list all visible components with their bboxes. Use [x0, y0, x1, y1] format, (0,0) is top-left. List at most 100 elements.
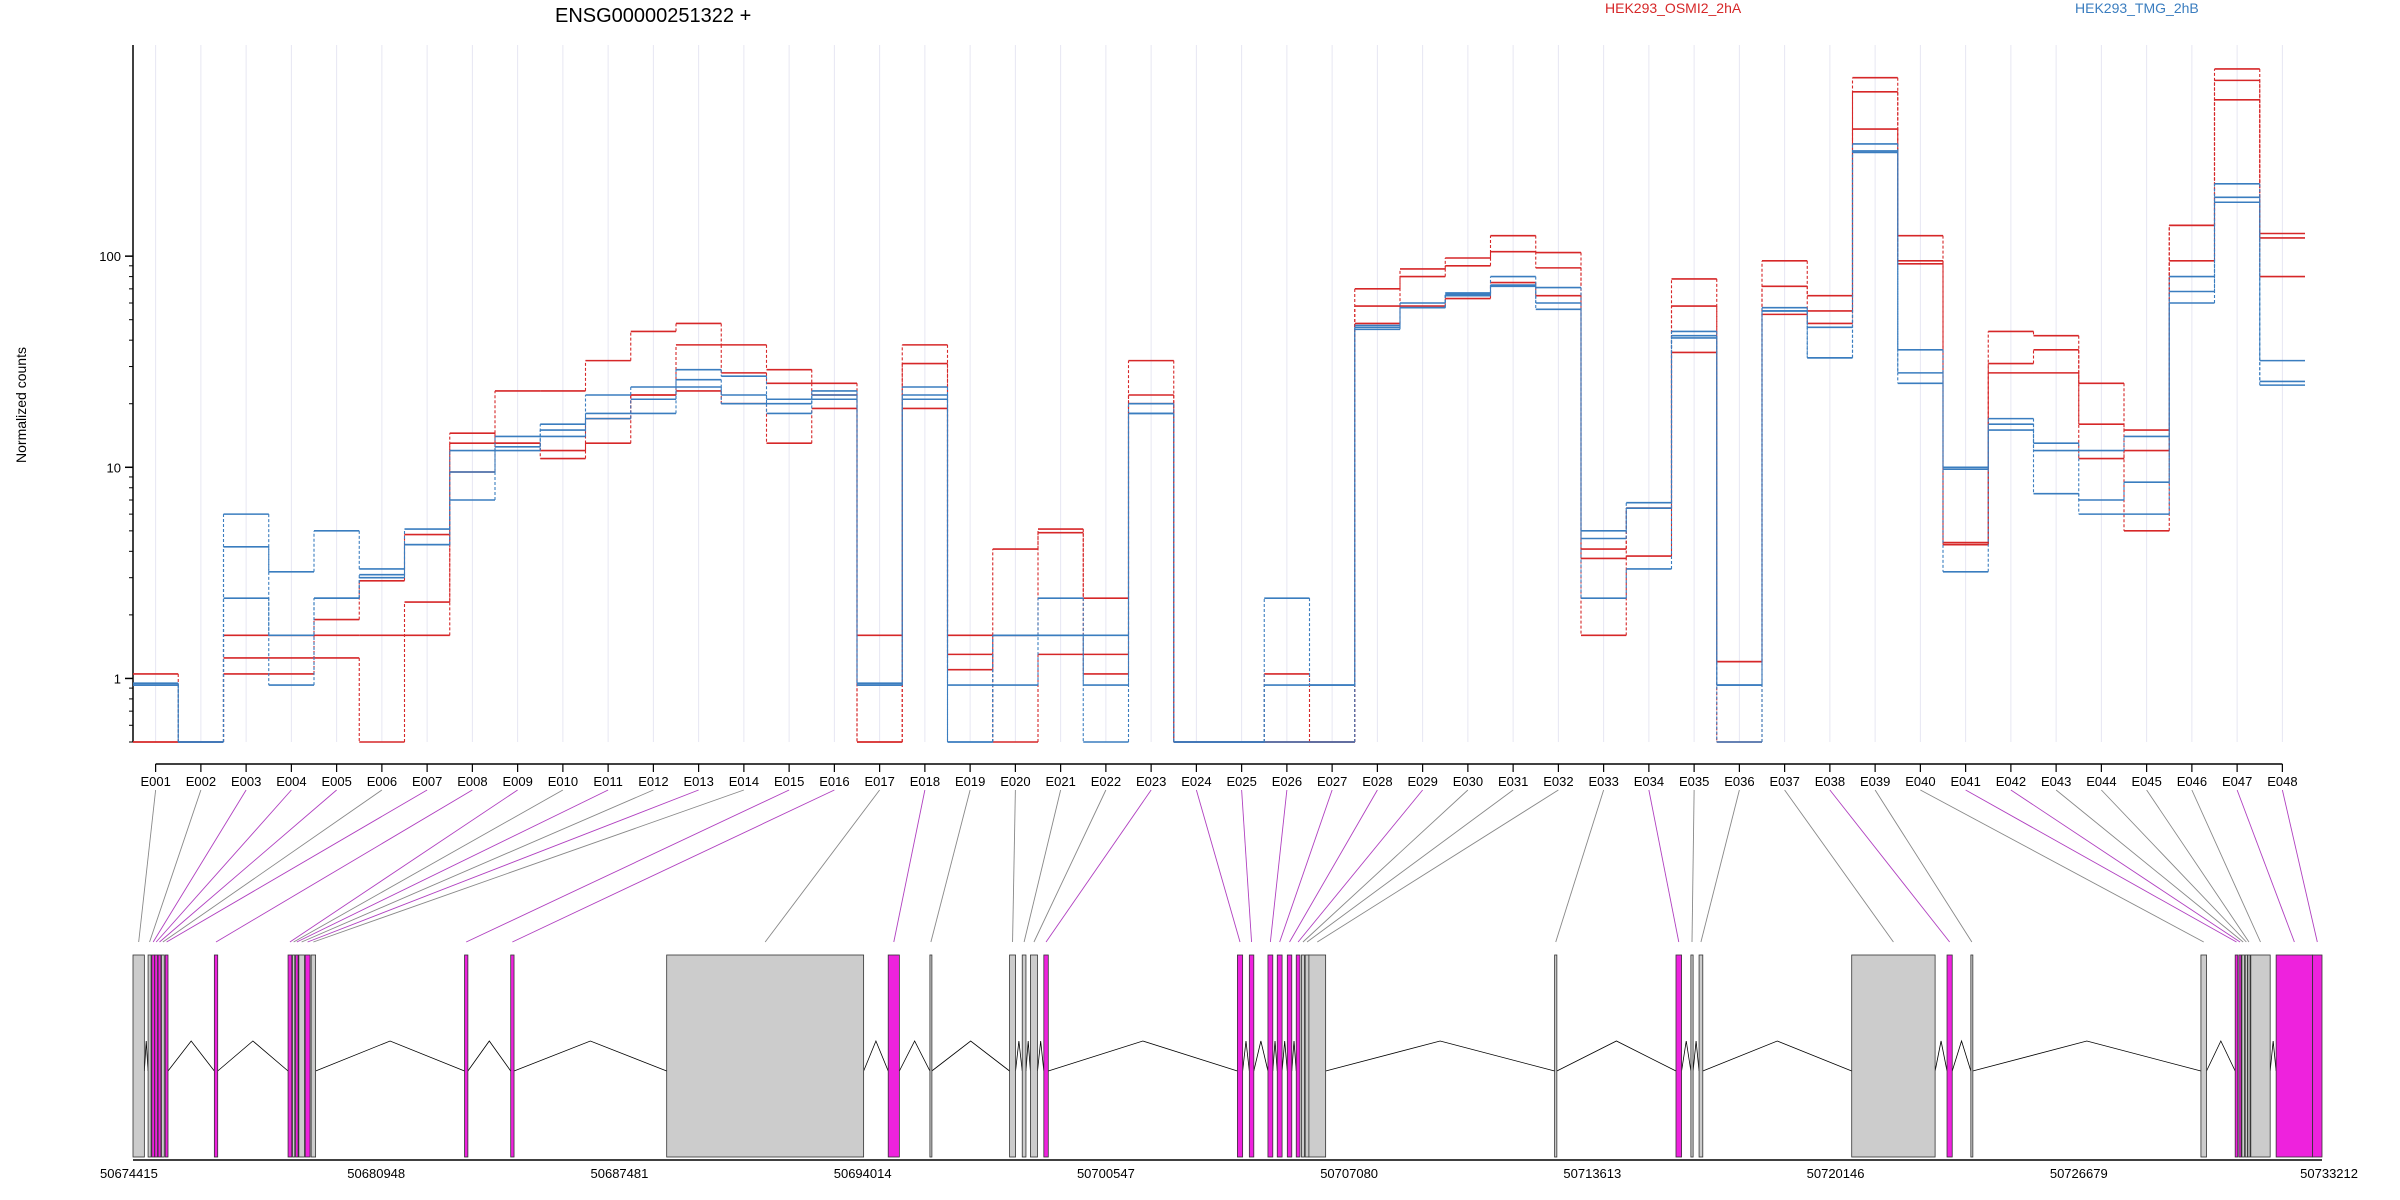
intron-line: [217, 1040, 289, 1072]
exon-box-e022: [1030, 954, 1038, 1158]
exon-box-e011: [295, 954, 299, 1158]
exon-box-e045: [2247, 954, 2251, 1158]
intron-line: [1681, 1040, 1692, 1072]
intron-line: [1291, 1040, 1297, 1072]
exon-box-e028: [1286, 954, 1293, 1158]
x-tick-label-e037: E037: [1769, 774, 1799, 789]
x-tick-label-e042: E042: [1996, 774, 2026, 789]
x-tick-label-e013: E013: [683, 774, 713, 789]
guide-line: [2146, 789, 2250, 943]
exon-box-e003: [151, 954, 155, 1158]
legend-item-tmg: HEK293_TMG_2hB: [2075, 0, 2199, 16]
guide-line: [296, 789, 609, 943]
legend-item-osmi2: HEK293_OSMI2_2hA: [1605, 0, 1742, 16]
y-axis-label: Normalized counts: [13, 347, 29, 463]
exon-box-e019: [929, 954, 933, 1158]
exon-box-e034: [1675, 954, 1682, 1158]
guide-line: [159, 789, 337, 943]
exon-box-e035: [1690, 954, 1694, 1158]
guide-line: [1195, 789, 1241, 943]
chart-title: ENSG00000251322 +: [555, 5, 751, 27]
genomic-tick-label: 50707080: [1320, 1166, 1378, 1181]
exon-box-e006: [161, 954, 165, 1158]
x-tick-label-e039: E039: [1860, 774, 1890, 789]
x-tick-label-e046: E046: [2177, 774, 2207, 789]
intron-line: [1015, 1040, 1023, 1072]
exon-box-e038: [1946, 954, 1953, 1158]
guide-line: [301, 789, 654, 943]
series-hek293_osmi2_2ha-2: [133, 99, 2305, 743]
intron-line: [1702, 1040, 1852, 1072]
x-tick-label-e034: E034: [1634, 774, 1664, 789]
guide-line: [2236, 789, 2295, 943]
genomic-tick-label: 50694014: [834, 1166, 892, 1181]
x-tick-label-e003: E003: [231, 774, 261, 789]
exon-box-e040: [2200, 954, 2207, 1158]
guide-line: [289, 789, 518, 943]
exon-box-e031: [1304, 954, 1310, 1158]
exon-box-e046: [2250, 954, 2271, 1158]
exon-box-e015: [464, 954, 469, 1158]
intron-line: [931, 1040, 1010, 1072]
x-tick-label-e048: E048: [2267, 774, 2297, 789]
exon-box-e014: [310, 954, 317, 1158]
exon-box-e004: [154, 954, 158, 1158]
guide-line: [1302, 789, 1469, 943]
x-tick-label-e033: E033: [1588, 774, 1618, 789]
series-layer: [133, 68, 2305, 743]
x-tick-label-e026: E026: [1272, 774, 1302, 789]
exon-box-e020: [1009, 954, 1016, 1158]
x-tick-label-e001: E001: [140, 774, 170, 789]
x-tick-label-e031: E031: [1498, 774, 1528, 789]
y-tick-label: 100: [99, 249, 121, 264]
exon-box-e025: [1248, 954, 1255, 1158]
exon-box-e023: [1043, 954, 1049, 1158]
exon-box-e005: [157, 954, 162, 1158]
guide-line: [307, 789, 699, 943]
y-tick-label: 10: [107, 460, 121, 475]
exon-box-e016: [510, 954, 515, 1158]
exon-box-e036: [1698, 954, 1704, 1158]
x-tick-label-e045: E045: [2131, 774, 2161, 789]
genomic-tick-label: 50680948: [347, 1166, 405, 1181]
intron-line: [1934, 1040, 1948, 1072]
genomic-tick-label: 50720146: [1807, 1166, 1865, 1181]
x-tick-label-e027: E027: [1317, 774, 1347, 789]
x-tick-label-e014: E014: [729, 774, 759, 789]
x-tick-label-e022: E022: [1091, 774, 1121, 789]
series-hek293_tmg_2hb-3: [133, 151, 2305, 743]
exon-box-e042: [2238, 954, 2242, 1158]
exon-box-e044: [2244, 954, 2248, 1158]
guide-line: [1965, 789, 2237, 943]
guide-line: [1269, 789, 1288, 943]
intron-line: [1037, 1040, 1045, 1072]
intron-line: [1972, 1040, 2202, 1072]
exon-box-e037: [1851, 954, 1936, 1158]
guide-line: [1279, 789, 1333, 943]
guide-line: [2281, 789, 2318, 943]
guide-line: [149, 789, 202, 943]
x-tick-label-e005: E005: [321, 774, 351, 789]
guide-line: [1045, 789, 1152, 943]
exon-box-e048: [2312, 954, 2323, 1158]
x-tick-label-e009: E009: [502, 774, 532, 789]
x-tick-label-e019: E019: [955, 774, 985, 789]
y-axis: 1 10 100: [99, 45, 134, 743]
exon-box-e007: [164, 954, 169, 1158]
guide-line: [215, 789, 473, 943]
guide-line: [162, 789, 383, 943]
intron-line: [1253, 1040, 1269, 1072]
guide-line: [2055, 789, 2244, 943]
guide-line: [1555, 789, 1605, 943]
guide-line: [1023, 789, 1062, 943]
guide-line: [466, 789, 790, 943]
intron-line: [315, 1040, 465, 1072]
intron-line: [167, 1040, 215, 1072]
x-tick-label-e018: E018: [910, 774, 940, 789]
guide-line: [1012, 789, 1016, 943]
intron-line: [1556, 1040, 1677, 1072]
x-tick-label-e036: E036: [1724, 774, 1754, 789]
exon-box-e021: [1021, 954, 1027, 1158]
exon-box-e017: [666, 954, 865, 1158]
